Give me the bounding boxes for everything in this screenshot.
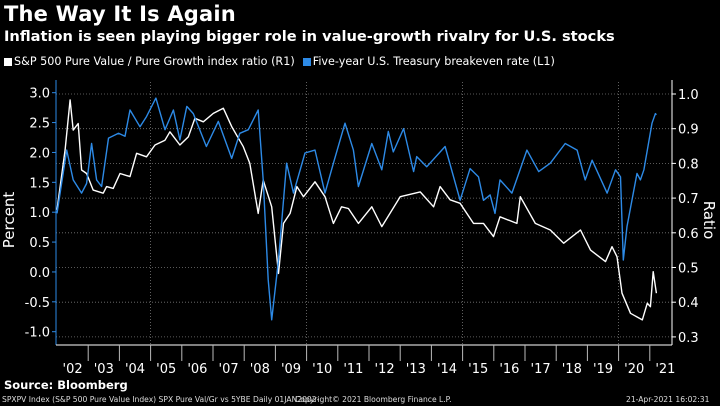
x-tick-label: '06 <box>187 362 207 377</box>
legend: S&P 500 Pure Value / Pure Growth index r… <box>4 55 555 68</box>
source-label: Source: Bloomberg <box>4 378 128 392</box>
left-tick-label: 1.5 <box>29 176 50 191</box>
x-tick-label: '03 <box>94 362 114 377</box>
x-tick-label: '02 <box>63 362 83 377</box>
x-tick-label: '17 <box>531 362 551 377</box>
x-tick-label: '12 <box>375 362 395 377</box>
footer-timestamp: 21-Apr-2021 16:02:31 <box>626 395 710 404</box>
x-tick-label: '09 <box>281 362 301 377</box>
footer-index-info: SPXPV Index (S&P 500 Pure Value Index) S… <box>2 395 320 404</box>
legend-swatch-breakeven <box>302 57 311 66</box>
right-tick-label: 0.9 <box>678 123 699 138</box>
x-tick-label: '05 <box>156 362 176 377</box>
right-tick-label: 0.4 <box>678 296 699 311</box>
x-tick-label: '07 <box>219 362 239 377</box>
legend-label-breakeven: Five-year U.S. Treasury breakeven rate (… <box>312 55 555 68</box>
x-tick-label: '20 <box>624 362 644 377</box>
x-tick-label: '16 <box>499 362 519 377</box>
legend-item-ratio: S&P 500 Pure Value / Pure Growth index r… <box>4 55 295 68</box>
left-tick-label: 0.5 <box>29 236 50 251</box>
left-axis-label: Percent <box>0 192 18 249</box>
x-tick-label: '19 <box>593 362 613 377</box>
axes: 1.0 0.9 0.8 0.7 0.6 0.5 0.4 0.3 3.0 2.5 2.0 1.5 1.0 0… <box>25 80 699 377</box>
left-tick-label: 1.0 <box>29 206 50 221</box>
series-line-breakeven-rate <box>56 97 657 321</box>
series-line-value-growth-ratio <box>56 99 658 321</box>
gridlines <box>56 82 672 345</box>
left-tick-label: -0.5 <box>25 296 50 311</box>
right-tick-label: 0.8 <box>678 157 699 172</box>
legend-label-ratio: S&P 500 Pure Value / Pure Growth index r… <box>14 55 295 68</box>
right-tick-label: 0.5 <box>678 262 699 277</box>
right-tick-label: 0.7 <box>678 192 699 207</box>
chart-subtitle: Inflation is seen playing bigger role in… <box>4 28 615 45</box>
x-tick-label: '13 <box>406 362 426 377</box>
x-tick-label: '10 <box>312 362 332 377</box>
left-tick-label: -1.0 <box>25 326 50 341</box>
x-tick-label: '11 <box>343 362 363 377</box>
left-tick-label: 0.0 <box>29 266 50 281</box>
x-tick-label: '18 <box>562 362 582 377</box>
right-axis-label: Ratio <box>700 201 718 240</box>
left-tick-label: 2.0 <box>29 146 50 161</box>
right-tick-label: 0.6 <box>678 227 699 242</box>
right-tick-label: 1.0 <box>678 88 699 103</box>
x-tick-label: '08 <box>250 362 270 377</box>
x-tick-label: '15 <box>468 362 488 377</box>
x-tick-label: '14 <box>437 362 457 377</box>
legend-item-breakeven: Five-year U.S. Treasury breakeven rate (… <box>302 55 555 68</box>
left-tick-label: 2.5 <box>29 117 50 132</box>
chart-title: The Way It Is Again <box>4 2 236 26</box>
series-lines <box>56 97 658 321</box>
right-tick-label: 0.3 <box>678 331 699 346</box>
legend-swatch-ratio <box>4 57 12 66</box>
left-tick-label: 3.0 <box>29 87 50 102</box>
footer-copyright: Copyright© 2021 Bloomberg Finance L.P. <box>295 395 452 404</box>
x-tick-label: '21 <box>655 362 675 377</box>
x-tick-label: '04 <box>125 362 145 377</box>
